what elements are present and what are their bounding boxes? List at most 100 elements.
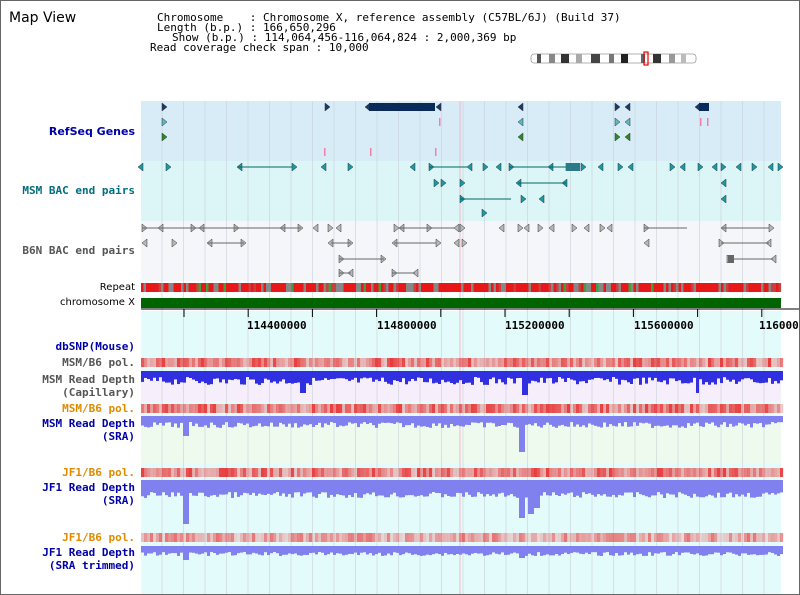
polymorphism-segment	[573, 468, 577, 477]
polymorphism-segment	[177, 404, 181, 413]
depth-bar	[171, 371, 174, 385]
depth-bar	[507, 416, 510, 423]
gene-marker	[324, 148, 326, 156]
depth-bar	[162, 416, 165, 426]
depth-bar	[579, 371, 582, 382]
track-label-jf1-depth-sra[interactable]: JF1 Read Depth	[42, 481, 135, 494]
polymorphism-segment	[483, 533, 487, 542]
depth-bar	[732, 546, 735, 554]
depth-bar	[438, 416, 441, 424]
track-label-jf1-b6-pol-1[interactable]: JF1/B6 pol.	[62, 466, 135, 479]
depth-bar	[660, 371, 663, 383]
polymorphism-segment	[165, 404, 169, 413]
polymorphism-segment	[399, 533, 403, 542]
depth-bar	[741, 416, 744, 424]
feature-arrow	[517, 102, 524, 112]
depth-bar	[432, 480, 435, 493]
depth-bar	[723, 371, 726, 378]
track-label-dbsnp[interactable]: dbSNP(Mouse)	[55, 340, 135, 353]
polymorphism-segment	[243, 468, 247, 477]
ideogram-band	[537, 54, 541, 63]
track-label-b6n-bac[interactable]: B6N BAC end pairs	[22, 244, 135, 257]
depth-bar	[393, 480, 396, 493]
depth-bar	[186, 371, 189, 378]
repeat-segment	[226, 283, 229, 292]
track-label-jf1-depth-trimmed[interactable]: JF1 Read Depth	[42, 546, 135, 559]
polymorphism-segment	[165, 358, 169, 367]
depth-bar	[345, 480, 348, 498]
depth-bar	[750, 480, 753, 498]
depth-bar	[381, 371, 384, 378]
depth-bar	[717, 546, 720, 553]
polymorphism-segment	[741, 468, 745, 477]
depth-bar	[384, 546, 387, 556]
polymorphism-segment	[390, 358, 394, 367]
polymorphism-segment	[279, 468, 283, 477]
polymorphism-segment	[183, 358, 187, 367]
depth-bar	[609, 546, 612, 556]
polymorphism-segment	[708, 404, 712, 413]
depth-bar	[516, 416, 519, 428]
depth-bar	[642, 416, 645, 424]
repeat-segment	[613, 283, 617, 292]
polymorphism-segment	[750, 404, 754, 413]
repeat-segment	[616, 283, 619, 292]
repeat-segment	[763, 283, 767, 292]
depth-bar	[300, 480, 303, 497]
depth-bar	[204, 416, 207, 426]
polymorphism-segment	[753, 404, 757, 413]
polymorphism-segment	[216, 404, 220, 413]
repeat-segment	[201, 283, 204, 292]
polymorphism-segment	[249, 468, 253, 477]
depth-bar	[354, 480, 357, 493]
depth-bar	[384, 371, 387, 382]
track-label-msm-b6-pol-2[interactable]: MSM/B6 pol.	[62, 402, 135, 415]
ideogram-band	[641, 54, 645, 63]
depth-bar	[513, 480, 516, 497]
polymorphism-segment	[396, 358, 400, 367]
repeat-segment	[641, 283, 644, 292]
info-span-label: Read coverage check span	[150, 41, 309, 54]
polymorphism-segment	[243, 358, 247, 367]
repeat-segment	[548, 283, 552, 292]
polymorphism-segment	[285, 468, 289, 477]
polymorphism-segment	[702, 533, 706, 542]
polymorphism-segment	[381, 533, 385, 542]
polymorphism-segment	[462, 533, 466, 542]
track-label-msm-bac[interactable]: MSM BAC end pairs	[22, 184, 135, 197]
depth-bar	[324, 480, 327, 493]
polymorphism-segment	[759, 468, 763, 477]
depth-bar	[546, 546, 549, 555]
polymorphism-segment	[738, 468, 742, 477]
depth-bar	[738, 546, 741, 556]
polymorphism-segment	[426, 533, 430, 542]
depth-bar	[489, 546, 492, 555]
depth-bar	[309, 416, 312, 425]
track-label-msm-depth-capillary[interactable]: MSM Read Depth	[42, 373, 135, 386]
repeat-segment	[558, 283, 562, 292]
polymorphism-segment	[570, 468, 574, 477]
track-label-msm-b6-pol-1[interactable]: MSM/B6 pol.	[62, 356, 135, 369]
polymorphism-segment	[162, 404, 166, 413]
polymorphism-segment	[738, 533, 742, 542]
polymorphism-segment	[183, 404, 187, 413]
track-label-msm-depth-sra[interactable]: MSM Read Depth	[42, 417, 135, 430]
polymorphism-segment	[486, 468, 490, 477]
depth-bar	[150, 480, 153, 493]
depth-bar	[759, 416, 762, 423]
depth-bar	[411, 480, 414, 496]
polymorphism-segment	[687, 468, 691, 477]
polymorphism-segment	[762, 358, 766, 367]
depth-bar	[660, 546, 663, 553]
depth-bar	[159, 546, 162, 555]
depth-bar	[690, 480, 693, 498]
depth-bar	[429, 371, 432, 379]
track-label-refseq-genes[interactable]: RefSeq Genes	[48, 125, 135, 138]
gene-marker	[435, 148, 437, 156]
repeat-segment	[628, 283, 632, 292]
polymorphism-segment	[255, 404, 259, 413]
depth-bar	[660, 416, 663, 427]
polymorphism-segment	[723, 358, 727, 367]
track-label-jf1-b6-pol-2[interactable]: JF1/B6 pol.	[62, 531, 135, 544]
